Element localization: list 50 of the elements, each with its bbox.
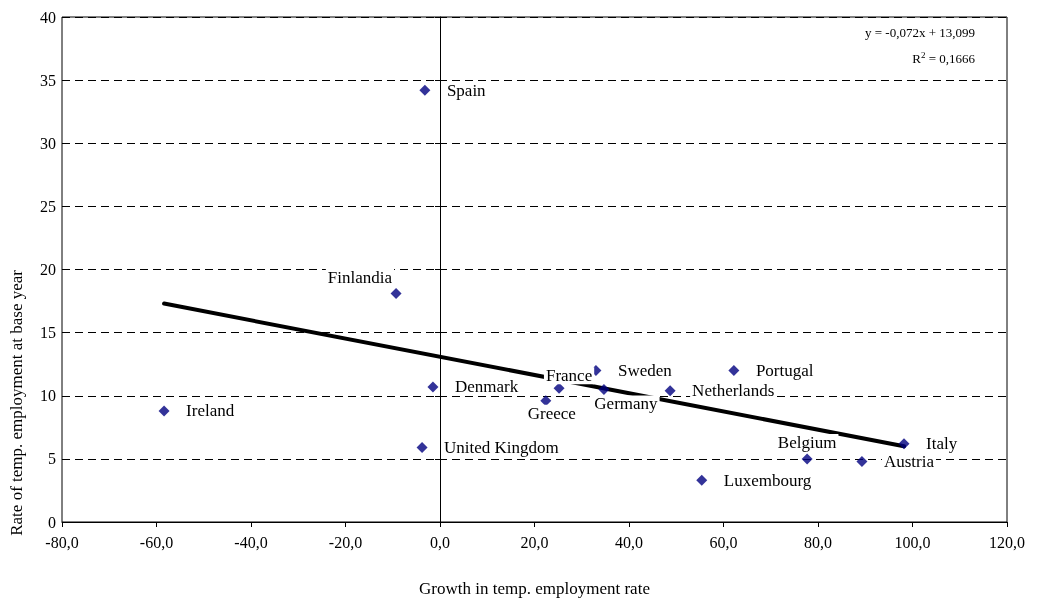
annotation: Denmark: [454, 377, 519, 397]
point: [598, 383, 610, 395]
point: [664, 385, 676, 397]
x-tick-label: -20,0: [328, 533, 363, 551]
point: [696, 474, 708, 486]
x-tick-label: 40,0: [615, 533, 643, 551]
annotation: Italy: [925, 434, 958, 454]
point: [898, 438, 910, 450]
y-axis-title: Rate of temp. employment at base year: [7, 269, 26, 536]
point: [801, 453, 813, 465]
x-tick-label: 80,0: [804, 533, 832, 551]
y-tick-label: 35: [40, 71, 56, 89]
annotation: Ireland: [186, 401, 235, 421]
x-tick-label: 100,0: [894, 533, 931, 551]
y-tick-label: 20: [40, 261, 56, 278]
x-tick-label: 0,0: [430, 533, 450, 551]
y-tick-label: 40: [40, 8, 56, 26]
annotation: Finlandia: [327, 267, 393, 287]
x-axis-title: Growth in temp. employment rate: [419, 579, 650, 598]
x-tick-label: -60,0: [139, 533, 174, 551]
annotation: Germany: [594, 394, 659, 414]
annotation: Belgium: [777, 432, 837, 452]
x-tick-label: 120,0: [989, 533, 1025, 551]
point: [158, 405, 170, 417]
annotation: y = -0,072x + 13,099: [865, 25, 976, 40]
x-tick-label: 60,0: [709, 533, 738, 551]
annotation: Greece: [527, 403, 576, 423]
y-tick-label: 30: [40, 134, 56, 152]
point: [390, 287, 402, 299]
y-tick-label: 10: [40, 387, 56, 405]
point: [856, 455, 868, 467]
annotation: Sweden: [617, 361, 673, 380]
point: [419, 84, 431, 96]
annotation: Spain: [446, 80, 487, 100]
y-tick-label: 15: [40, 324, 56, 342]
annotation: Netherlands: [692, 381, 775, 401]
annotation: United Kingdom: [444, 438, 559, 458]
annotation: Luxembourg: [723, 470, 812, 490]
point: [427, 381, 439, 393]
y-tick-label: 5: [48, 450, 56, 468]
x-tick-label: 20,0: [520, 533, 549, 551]
x-tick-label: -80,0: [45, 533, 79, 551]
y-tick-label: 0: [48, 513, 56, 531]
x-tick-label: -40,0: [234, 533, 268, 551]
annotation: Portugal: [755, 361, 814, 380]
annotation: Austria: [883, 451, 935, 471]
point: [416, 442, 428, 454]
point: [728, 365, 740, 376]
y-tick-label: 25: [40, 197, 56, 215]
annotation: France: [545, 366, 593, 386]
